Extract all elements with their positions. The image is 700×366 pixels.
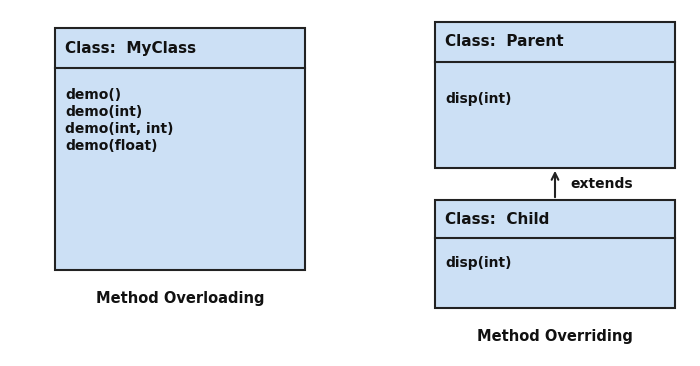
Bar xyxy=(435,22,675,168)
Text: Class:  Parent: Class: Parent xyxy=(445,34,564,49)
Text: demo(float): demo(float) xyxy=(65,139,158,153)
Text: extends: extends xyxy=(570,177,633,191)
Text: Method Overriding: Method Overriding xyxy=(477,329,633,344)
Text: demo(int): demo(int) xyxy=(65,105,142,119)
Text: demo(): demo() xyxy=(65,88,121,102)
Text: Class:  Child: Class: Child xyxy=(445,212,550,227)
Text: Method Overloading: Method Overloading xyxy=(96,291,265,306)
Text: Class:  MyClass: Class: MyClass xyxy=(65,41,196,56)
Text: disp(int): disp(int) xyxy=(445,255,512,269)
Bar xyxy=(435,200,675,308)
Text: disp(int): disp(int) xyxy=(445,92,512,106)
Bar xyxy=(55,28,305,270)
Text: demo(int, int): demo(int, int) xyxy=(65,122,174,136)
